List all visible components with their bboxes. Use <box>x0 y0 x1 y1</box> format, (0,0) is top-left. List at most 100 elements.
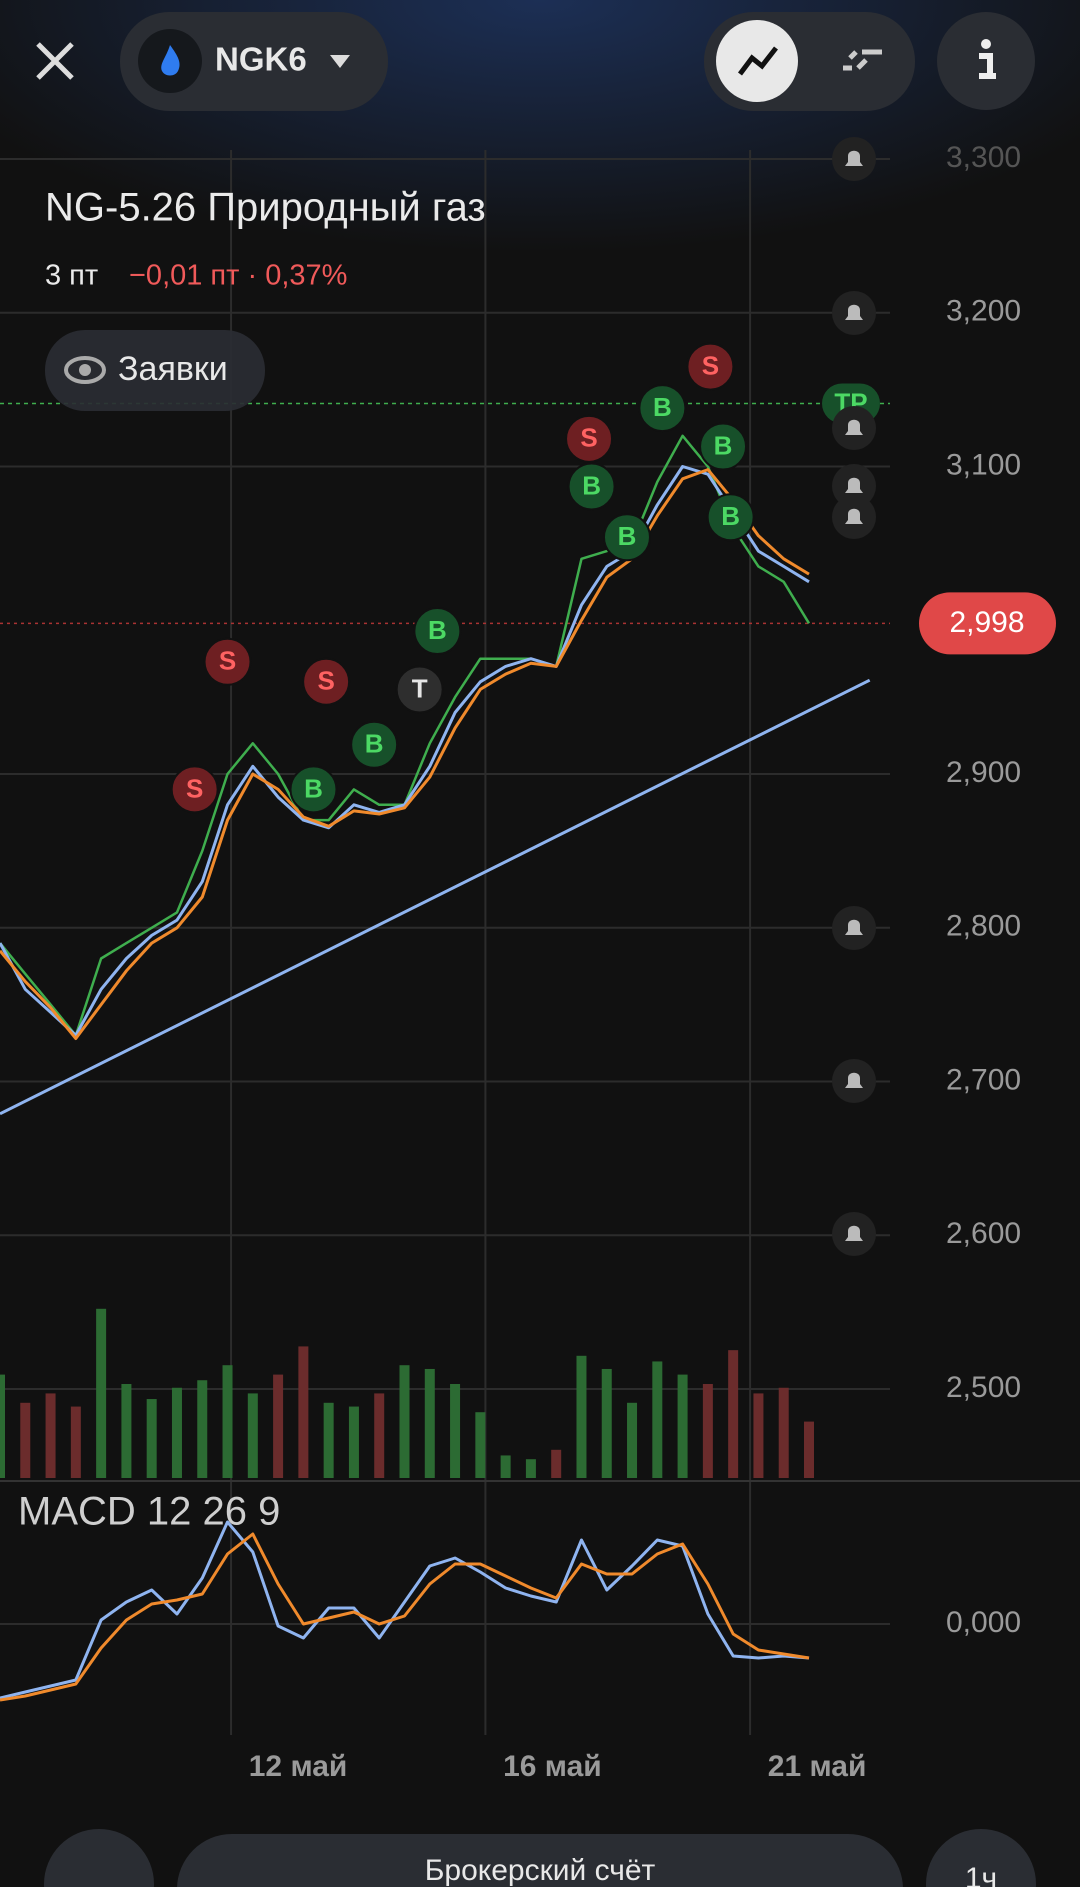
volume-bar <box>627 1402 638 1478</box>
volume-bar <box>728 1350 739 1478</box>
change-points: 3 пт <box>45 260 98 292</box>
trade-marker-label: S <box>219 646 236 676</box>
trade-marker-label: B <box>653 392 672 422</box>
volume-bar <box>197 1380 208 1478</box>
trade-marker-label: B <box>428 615 447 645</box>
volume-bar <box>778 1387 789 1478</box>
bell-icon <box>845 919 863 935</box>
y-tick-label: 2,800 <box>946 910 1021 943</box>
trade-marker <box>289 765 338 814</box>
trendline <box>0 678 871 1116</box>
trade-marker-label: S <box>317 666 334 696</box>
eye-icon <box>79 364 91 376</box>
trade-marker <box>395 665 444 714</box>
trade-marker <box>699 422 748 471</box>
y-tick-label: 2,700 <box>946 1063 1021 1096</box>
volume-bar <box>804 1421 814 1478</box>
bell-icon <box>845 1072 863 1088</box>
info-button[interactable] <box>937 12 1035 110</box>
y-tick-label: 2,600 <box>946 1217 1021 1250</box>
trade-marker-label: S <box>186 773 203 803</box>
trade-marker <box>203 637 252 686</box>
flame-icon <box>161 45 180 76</box>
bell-icon <box>845 1225 863 1241</box>
bell-icon <box>845 304 863 320</box>
bell-icon <box>845 150 863 166</box>
trade-marker <box>302 657 351 706</box>
trade-marker <box>567 462 616 511</box>
account-label: Брокерский счёт <box>425 1854 656 1887</box>
volume-bar <box>652 1361 663 1478</box>
volume-bar <box>475 1412 486 1478</box>
x-tick-label: 16 май <box>503 1750 602 1783</box>
bell-icon <box>845 508 863 524</box>
y-tick-label: 2,900 <box>946 756 1021 789</box>
trade-marker-label: B <box>714 430 733 460</box>
trade-marker <box>565 414 614 463</box>
volume-bar <box>298 1346 309 1478</box>
trade-marker <box>706 493 755 542</box>
volume-bar <box>753 1393 764 1478</box>
trade-marker-label: S <box>702 350 719 380</box>
trade-marker <box>413 607 462 656</box>
volume-bar <box>551 1449 562 1478</box>
trade-marker <box>638 384 687 433</box>
eye-icon <box>64 356 106 384</box>
signal-line <box>0 1532 810 1702</box>
trade-marker-label: T <box>412 673 428 703</box>
volume-bar <box>348 1406 359 1478</box>
trade-marker-label: B <box>304 773 323 803</box>
last-price-badge <box>919 592 1056 655</box>
last-price-label: 2,998 <box>949 606 1024 639</box>
volume-bar <box>96 1308 107 1478</box>
volume-bar <box>424 1368 435 1478</box>
candle-icon <box>843 49 882 71</box>
trade-marker <box>350 720 399 769</box>
trade-marker-label: B <box>582 470 601 500</box>
instrument-title: NG-5.26 Природный газ <box>45 186 486 230</box>
x-tick-label: 21 май <box>768 1750 867 1783</box>
line-icon <box>738 46 778 76</box>
y-tick-label: 2,500 <box>946 1371 1021 1404</box>
trade-marker-label: B <box>618 521 637 551</box>
volume-bar <box>45 1393 56 1478</box>
volume-bar <box>146 1399 157 1478</box>
info-icon <box>981 39 991 49</box>
menu-button[interactable] <box>44 1829 154 1887</box>
trade-marker-label: B <box>365 729 384 759</box>
volume-bar <box>70 1406 81 1478</box>
volume-bar <box>323 1402 334 1478</box>
volume-bar <box>222 1365 233 1478</box>
ma-slow-line <box>0 468 810 1040</box>
ma-fast-line <box>0 465 810 1037</box>
volume-bar <box>525 1459 536 1478</box>
volume-bar <box>0 1374 5 1478</box>
y-tick-label: 3,100 <box>946 448 1021 481</box>
volume-bar <box>171 1387 182 1478</box>
trade-marker <box>686 342 735 391</box>
info-icon <box>979 53 996 79</box>
symbol: NGK6 <box>215 41 307 78</box>
volume-bar <box>121 1384 132 1478</box>
account-selector[interactable] <box>177 1834 903 1887</box>
volume-bar <box>20 1402 31 1478</box>
trade-marker <box>602 513 651 562</box>
interval-button[interactable] <box>926 1829 1036 1887</box>
volume-bar <box>374 1393 385 1478</box>
macd-tick-label: 0,000 <box>946 1606 1021 1639</box>
close-button[interactable] <box>36 42 74 80</box>
volume-bar <box>601 1368 612 1478</box>
volume-bar <box>273 1374 284 1478</box>
trade-marker-label: B <box>721 501 740 531</box>
trade-marker <box>170 765 219 814</box>
macd-line <box>0 1520 810 1700</box>
y-tick-label: 3,200 <box>946 295 1021 328</box>
x-tick-label: 12 май <box>249 1750 348 1783</box>
macd-title: MACD 12 26 9 <box>18 1490 280 1534</box>
volume-bar <box>702 1384 713 1478</box>
interval-label: 1ч <box>965 1862 997 1887</box>
orders-button[interactable] <box>45 330 265 411</box>
volume-bar <box>450 1384 461 1478</box>
